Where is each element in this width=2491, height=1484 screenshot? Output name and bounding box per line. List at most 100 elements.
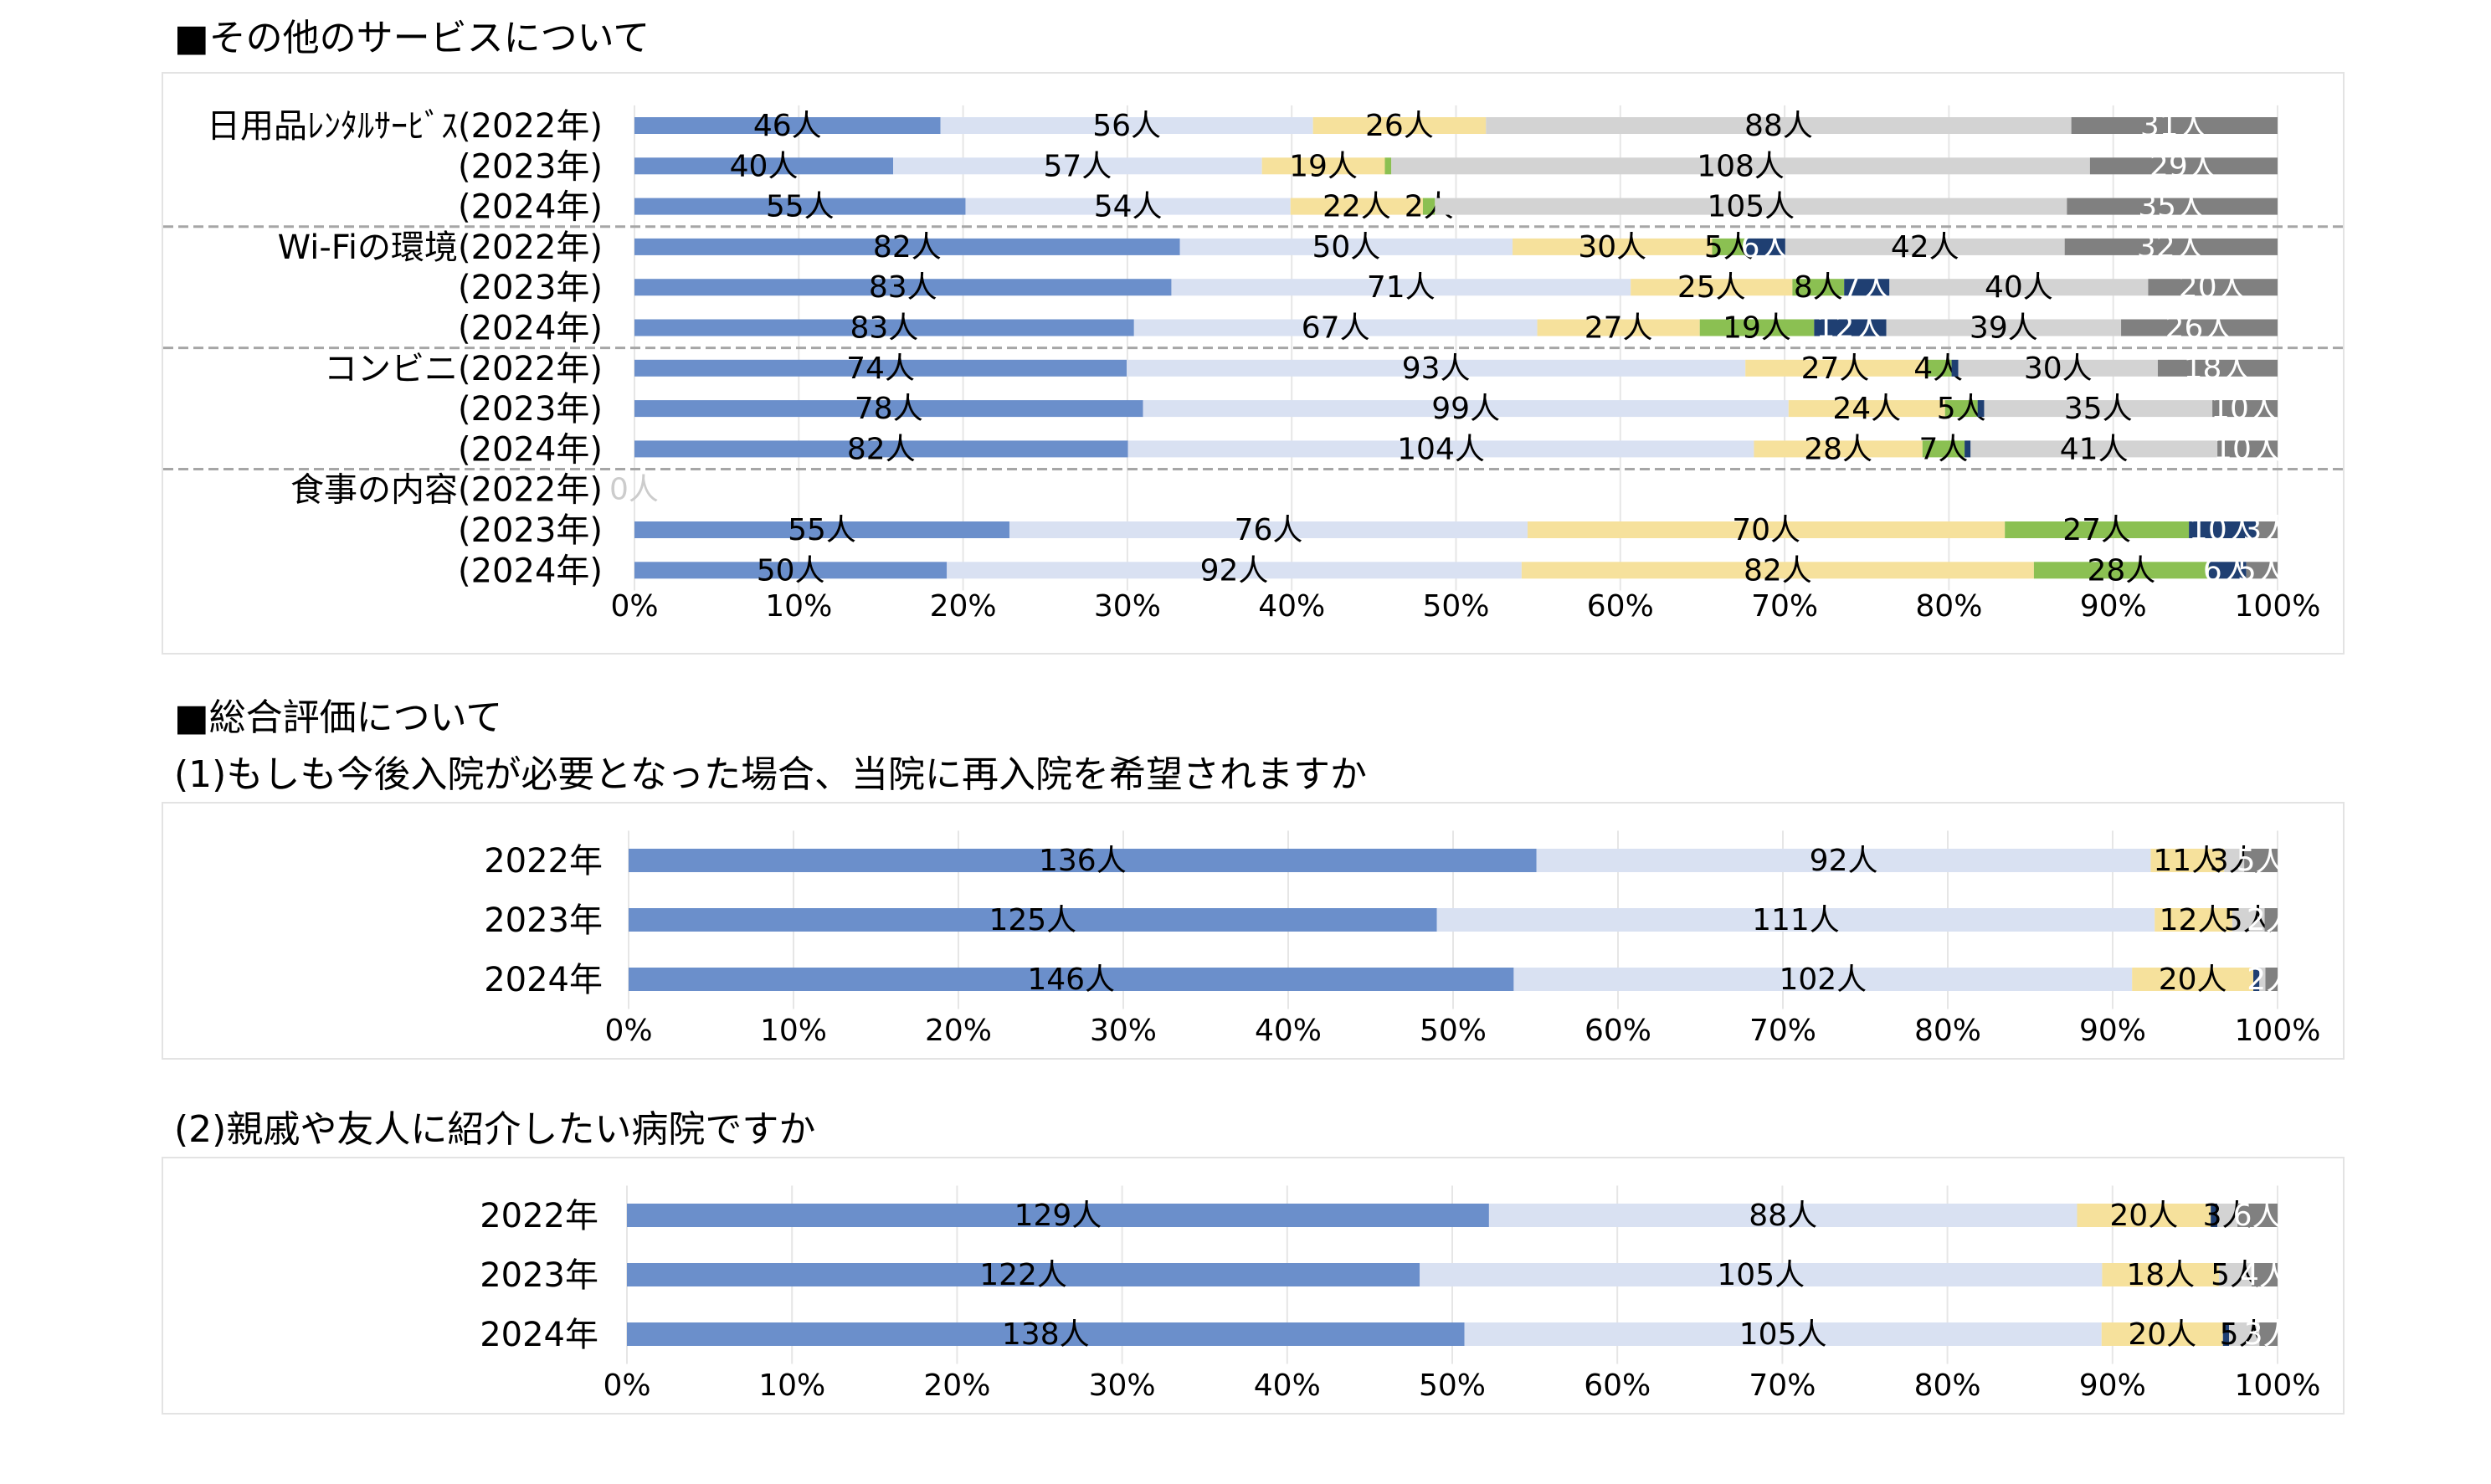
bar-segment xyxy=(1420,1263,2103,1286)
data-label: 74人 xyxy=(846,352,915,386)
x-tick-label: 70% xyxy=(1749,1014,1816,1048)
bar-segment xyxy=(634,400,1143,418)
row-label: 2022年 xyxy=(480,1197,598,1235)
bar-segment xyxy=(634,117,941,134)
data-label: 12人 xyxy=(1816,311,1885,346)
bar-segment xyxy=(2067,198,2278,215)
data-label: 82人 xyxy=(873,230,942,264)
bar-segment xyxy=(2264,908,2278,932)
chart-panel-recommend: 0% 10% 20% 30% 40% 50% 60% 70% 80% 90% 100% 2022年 12… xyxy=(162,1157,2345,1415)
chart-panel-readmission: 0% 10% 20% 30% 40% 50% 60% 70% 80% 90% 100% 2022年 13… xyxy=(162,802,2345,1060)
data-label: 12人 xyxy=(2160,903,2228,937)
x-tick-label: 80% xyxy=(1914,1014,1981,1048)
x-tick-label: 90% xyxy=(2079,1368,2146,1403)
data-label: 30人 xyxy=(1578,230,1646,264)
row-label: (2024年) xyxy=(458,310,603,348)
data-label: 5人 xyxy=(2237,844,2286,878)
x-tick-label: 90% xyxy=(2080,589,2147,624)
bar-segment xyxy=(1133,319,1538,336)
x-tick-label: 40% xyxy=(1255,1014,1322,1048)
bar-segment xyxy=(1312,117,1487,134)
row-label: (2023年) xyxy=(458,147,603,186)
data-label: 82人 xyxy=(847,432,916,466)
data-label: 10人 xyxy=(2189,513,2257,547)
bar-segment xyxy=(1792,279,1845,296)
row-label: 2024年 xyxy=(480,1316,598,1354)
data-label: 11人 xyxy=(2153,844,2221,878)
data-label: 83人 xyxy=(869,270,937,305)
x-tick-label: 80% xyxy=(1915,589,1982,624)
bar-segment xyxy=(1886,319,2122,336)
x-tick-label: 90% xyxy=(2079,1014,2146,1048)
data-label: 108人 xyxy=(1697,149,1785,183)
data-label: 6人 xyxy=(1741,230,1790,264)
data-label: 20人 xyxy=(2109,1199,2178,1233)
data-label: 24人 xyxy=(1832,392,1901,426)
x-tick-label: 50% xyxy=(1422,589,1489,624)
recommend-stacked-bar-chart: 0% 10% 20% 30% 40% 50% 60% 70% 80% 90% 100% 2022年 12… xyxy=(480,1185,2320,1403)
data-label: 76人 xyxy=(1235,513,1303,547)
data-label: 93人 xyxy=(1402,352,1471,386)
data-label: 136人 xyxy=(1039,844,1127,878)
bar-segment xyxy=(1984,400,2213,418)
data-label: 32人 xyxy=(2137,230,2206,264)
data-label: 50人 xyxy=(757,553,825,588)
bar-segment xyxy=(2219,1263,2252,1286)
data-label: 25人 xyxy=(1677,270,1746,305)
bar-segment xyxy=(1179,238,1513,255)
heading-services: ■その他のサービスについて xyxy=(174,17,650,59)
data-label: 88人 xyxy=(1744,109,1813,143)
bar-segment xyxy=(2259,1322,2278,1346)
bar-segment xyxy=(2005,521,2190,538)
bar-segment xyxy=(1521,562,2034,579)
bar-segment xyxy=(1384,157,1392,175)
bar-segment xyxy=(2077,1204,2211,1227)
bar-segment xyxy=(1970,440,2218,458)
services-stacked-bar-chart: 0% 10% 20% 30% 40% 50% 60% 70% 80% 90% 100% 日用品ﾚﾝﾀﾙ… xyxy=(163,105,2346,624)
data-label: 20人 xyxy=(2159,963,2227,997)
row-label: 食事の内容(2022年) xyxy=(290,471,603,510)
data-label: 26人 xyxy=(1365,109,1434,143)
bar-segment xyxy=(627,1204,1489,1227)
row-label: 2022年 xyxy=(484,842,603,881)
bar-segment xyxy=(1924,359,1952,377)
bar-segment xyxy=(1922,440,1965,458)
bar-segment xyxy=(1391,157,2090,175)
data-label: 20人 xyxy=(2179,270,2247,305)
bar-segment xyxy=(2121,319,2278,336)
bar-segment xyxy=(1712,238,1746,255)
data-label: 7人 xyxy=(1842,270,1892,305)
x-tick-label: 100% xyxy=(2235,1014,2321,1048)
data-label: 40人 xyxy=(730,149,799,183)
data-label: 129人 xyxy=(1014,1199,1102,1233)
bar-segment xyxy=(2265,968,2278,991)
bar-segment xyxy=(2257,521,2278,538)
bar-segment xyxy=(2148,279,2278,296)
x-tick-label: 60% xyxy=(1587,589,1654,624)
data-label: 105人 xyxy=(1717,1258,1805,1292)
row-label: (2023年) xyxy=(458,511,603,550)
bar-segment xyxy=(1745,359,1925,377)
row-label: (2024年) xyxy=(458,430,603,469)
bar-segment xyxy=(1699,319,1815,336)
bar-segment xyxy=(634,359,1127,377)
data-label: 27人 xyxy=(2062,513,2131,547)
data-label: 35人 xyxy=(2138,190,2206,224)
x-tick-label: 10% xyxy=(765,589,832,624)
bar-segment xyxy=(1009,521,1528,538)
bar-segment xyxy=(1127,440,1754,458)
data-label: 71人 xyxy=(1367,270,1436,305)
data-label: 88人 xyxy=(1749,1199,1817,1233)
data-label: 10人 xyxy=(2213,432,2282,466)
bar-segment xyxy=(2212,400,2278,418)
data-label: 27人 xyxy=(1801,352,1870,386)
data-label: 55人 xyxy=(766,190,835,224)
bar-segment xyxy=(1488,1204,2078,1227)
x-tick-label: 100% xyxy=(2235,589,2321,624)
data-label: 3人 xyxy=(2244,1317,2293,1352)
bar-segment xyxy=(1754,440,1923,458)
data-label: 5人 xyxy=(2237,553,2287,588)
x-tick-label: 0% xyxy=(603,1368,650,1403)
bar-segment xyxy=(2208,562,2247,579)
row-label: (2024年) xyxy=(458,188,603,227)
